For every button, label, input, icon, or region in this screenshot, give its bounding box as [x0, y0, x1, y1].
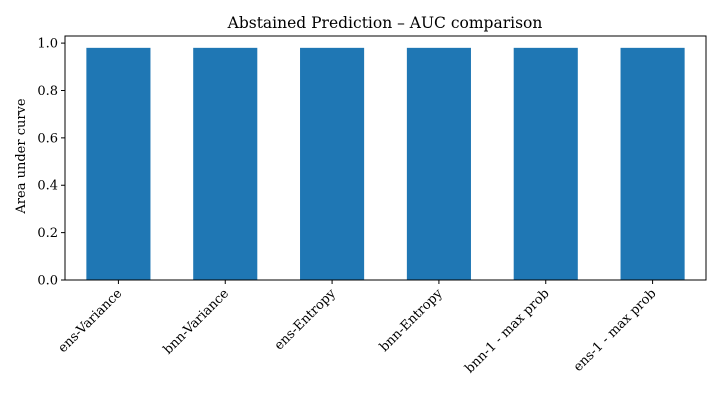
plot-frame [64, 35, 707, 281]
x-tick-label: bnn-1 - max prob [462, 286, 552, 376]
y-tick-label: 0.6 [37, 131, 58, 146]
bar-2 [300, 47, 365, 280]
x-tick-label: ens-Entropy [272, 286, 340, 354]
bar-3 [406, 47, 471, 280]
x-tick-label: bnn-Variance [161, 286, 233, 358]
x-tick-label: bnn-Entropy [377, 286, 446, 355]
bar-1 [193, 47, 258, 280]
chart-title: Abstained Prediction – AUC comparison [227, 14, 543, 32]
bar-5 [620, 47, 685, 280]
y-tick-label: 0.0 [37, 274, 58, 289]
y-tick-label: 0.4 [37, 179, 58, 194]
y-tick-label: 0.2 [37, 226, 58, 241]
bar-4 [513, 47, 578, 280]
x-axis: ens-Variance bnn-Variance ens-Entropy bnn-E… [56, 280, 660, 376]
bars-group [86, 47, 685, 280]
y-axis-label: Area under curve [14, 98, 29, 214]
x-tick-label: ens-1 - max prob [571, 286, 660, 375]
y-tick-label: 1.0 [37, 37, 58, 52]
y-axis: 0.0 0.2 0.4 0.6 0.8 1.0 [37, 37, 65, 289]
bar-0 [86, 47, 151, 280]
y-tick-label: 0.8 [37, 84, 58, 99]
x-tick-label: ens-Variance [56, 286, 126, 356]
